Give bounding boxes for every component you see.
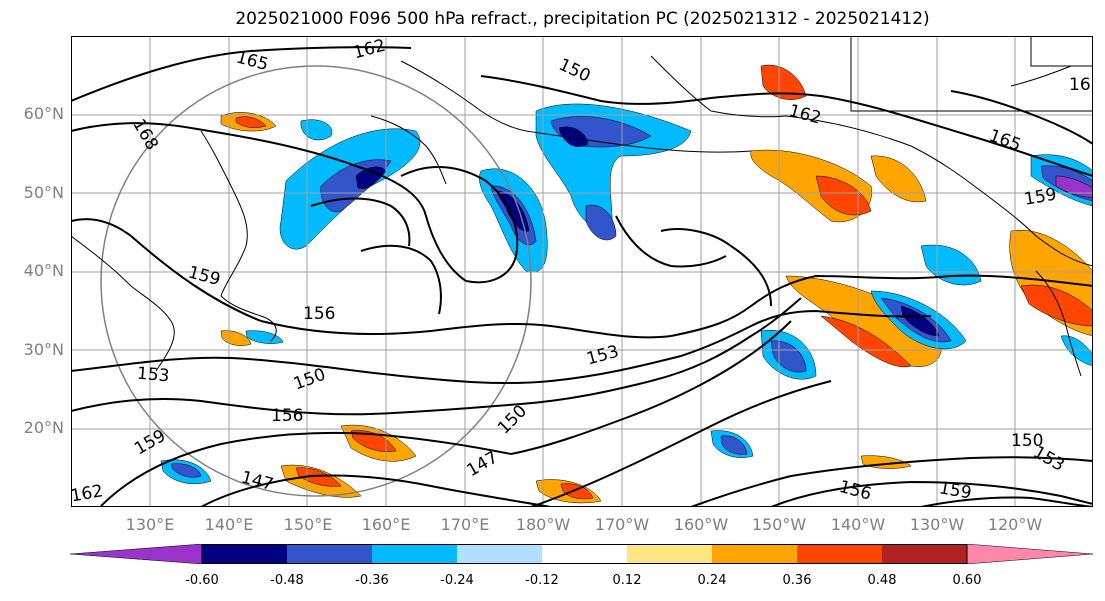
lon-label: 150°W bbox=[751, 515, 807, 534]
contour-label: 153 bbox=[136, 364, 170, 387]
lon-label: 130°E bbox=[125, 515, 175, 534]
lat-label: 40°N bbox=[23, 261, 64, 280]
colorbar bbox=[70, 544, 1094, 564]
colorbar-tick: 0.48 bbox=[867, 573, 897, 588]
contour-label: 156 bbox=[271, 406, 303, 426]
colorbar-tick: -0.36 bbox=[355, 573, 389, 588]
colorbar-segment bbox=[372, 544, 457, 564]
lat-label: 60°N bbox=[23, 104, 64, 123]
contour-label: 156 bbox=[303, 304, 335, 324]
coastlines bbox=[71, 36, 1093, 377]
colorbar-segment bbox=[542, 544, 627, 564]
colorbar-tick: -0.12 bbox=[525, 573, 559, 588]
lat-label: 30°N bbox=[23, 340, 64, 359]
colorbar-tick: 0.36 bbox=[782, 573, 812, 588]
colorbar-segment bbox=[712, 544, 797, 564]
contour-label: 150 bbox=[1011, 431, 1043, 451]
colorbar-tick: -0.60 bbox=[185, 573, 219, 588]
lon-label: 120°W bbox=[987, 515, 1043, 534]
lon-label: 160°E bbox=[361, 515, 411, 534]
colorbar-tick: -0.24 bbox=[440, 573, 474, 588]
lon-label: 180°W bbox=[515, 515, 571, 534]
map-frame bbox=[71, 36, 1093, 507]
lat-label: 20°N bbox=[23, 418, 64, 437]
colorbar-segment bbox=[287, 544, 372, 564]
chart-title: 2025021000 F096 500 hPa refract., precip… bbox=[235, 9, 930, 29]
range-circle bbox=[100, 65, 532, 497]
lon-label: 170°E bbox=[440, 515, 490, 534]
colorbar-segment bbox=[202, 544, 287, 564]
colorbar-tick: 0.60 bbox=[952, 573, 982, 588]
lon-label: 140°E bbox=[204, 515, 254, 534]
lon-label: 170°W bbox=[594, 515, 650, 534]
lon-label: 160°W bbox=[673, 515, 729, 534]
lon-label: 140°W bbox=[830, 515, 886, 534]
colorbar-tick: 0.12 bbox=[612, 573, 642, 588]
colorbar-segment bbox=[457, 544, 542, 564]
colorbar-segment bbox=[70, 544, 203, 564]
graticule bbox=[71, 36, 1093, 507]
colorbar-segment bbox=[627, 544, 712, 564]
colorbar-segment bbox=[882, 544, 967, 564]
contour-label: 16 bbox=[1069, 75, 1091, 95]
map-panel: 165 162 150 16 162 165 168 159 159 156 1… bbox=[71, 36, 1093, 507]
colorbar-segment bbox=[966, 544, 1094, 564]
contour-lines bbox=[71, 46, 1093, 507]
precipitation-shading bbox=[160, 64, 1093, 504]
colorbar-tick: -0.48 bbox=[270, 573, 304, 588]
colorbar-segment bbox=[797, 544, 882, 564]
lon-label: 130°W bbox=[909, 515, 965, 534]
lat-label: 50°N bbox=[23, 183, 64, 202]
lon-label: 150°E bbox=[283, 515, 333, 534]
colorbar-tick: 0.24 bbox=[697, 573, 727, 588]
